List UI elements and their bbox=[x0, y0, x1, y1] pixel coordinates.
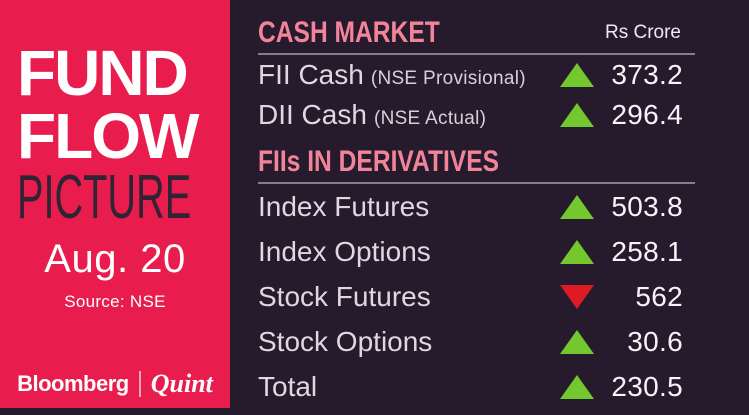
up-triangle-icon bbox=[560, 329, 594, 354]
quint-logo-text: Quint bbox=[150, 369, 213, 398]
row-value: 296.4 bbox=[611, 99, 683, 130]
row-value: 562 bbox=[635, 280, 683, 312]
section-header: CASH MARKET Rs Crore bbox=[258, 16, 695, 49]
table-row-fii-cash: FII Cash (NSE Provisional) 373.2 bbox=[258, 55, 695, 95]
up-triangle-icon bbox=[560, 194, 594, 219]
row-label-note: (NSE Provisional) bbox=[370, 68, 526, 89]
data-panel: CASH MARKET Rs Crore FII Cash (NSE Provis… bbox=[258, 0, 695, 409]
up-triangle-icon bbox=[560, 63, 594, 87]
up-triangle-icon bbox=[560, 374, 594, 399]
row-value: 503.8 bbox=[611, 190, 683, 222]
source-label: Source: NSE bbox=[64, 292, 166, 312]
indicator-box bbox=[555, 63, 599, 87]
indicator-box bbox=[555, 284, 599, 309]
row-label: Index Futures bbox=[258, 190, 430, 222]
row-label: Stock Options bbox=[258, 325, 433, 357]
row-label: FII Cash (NSE Provisional) bbox=[258, 59, 555, 91]
section-fiis-derivatives: FIIs IN DERIVATIVES Index Futures 503.8 … bbox=[258, 145, 695, 409]
table-row-stock-options: Stock Options 30.6 bbox=[258, 319, 695, 364]
section-header: FIIs IN DERIVATIVES bbox=[258, 145, 695, 178]
row-label-main: DII Cash bbox=[258, 99, 367, 130]
bloomberg-quint-logo: Bloomberg Quint bbox=[0, 369, 230, 399]
table-row-dii-cash: DII Cash (NSE Actual) 296.4 bbox=[258, 95, 695, 135]
section-title-derivatives: FIIs IN DERIVATIVES bbox=[258, 145, 500, 178]
bloomberg-logo-text: Bloomberg bbox=[17, 371, 129, 396]
row-label: Index Options bbox=[258, 235, 431, 267]
title-fund: FUND bbox=[17, 37, 189, 109]
row-value: 258.1 bbox=[611, 235, 683, 267]
row-value: 230.5 bbox=[611, 370, 683, 402]
up-triangle-icon bbox=[560, 239, 594, 264]
table-row-total: Total 230.5 bbox=[258, 364, 695, 409]
row-label: DII Cash (NSE Actual) bbox=[258, 99, 555, 131]
units-label: Rs Crore bbox=[604, 22, 681, 43]
down-triangle-icon bbox=[560, 284, 594, 309]
brand-title: FUND FLOW PICTURE bbox=[0, 0, 230, 229]
row-value: 30.6 bbox=[627, 325, 683, 357]
title-flow: FLOW bbox=[17, 99, 199, 172]
row-label: Stock Futures bbox=[258, 280, 431, 312]
table-row-stock-futures: Stock Futures 562 bbox=[258, 274, 695, 319]
title-picture: PICTURE bbox=[17, 163, 192, 233]
section-divider bbox=[258, 182, 695, 184]
section-divider bbox=[258, 53, 695, 55]
row-value: 373.2 bbox=[611, 59, 683, 90]
section-title-cash-market: CASH MARKET bbox=[258, 16, 440, 49]
up-triangle-icon bbox=[560, 103, 594, 127]
indicator-box bbox=[555, 374, 599, 399]
date-label: Aug. 20 bbox=[44, 237, 186, 282]
indicator-box bbox=[555, 329, 599, 354]
indicator-box bbox=[555, 194, 599, 219]
indicator-box bbox=[555, 239, 599, 264]
brand-panel: FUND FLOW PICTURE Aug. 20 Source: NSE Bl… bbox=[0, 0, 230, 408]
logo-divider bbox=[138, 371, 141, 397]
row-label-main: FII Cash bbox=[258, 59, 364, 90]
table-row-index-options: Index Options 258.1 bbox=[258, 229, 695, 274]
row-label-note: (NSE Actual) bbox=[373, 108, 487, 129]
row-label: Total bbox=[258, 370, 318, 402]
indicator-box bbox=[555, 103, 599, 127]
table-row-index-futures: Index Futures 503.8 bbox=[258, 184, 695, 229]
section-cash-market: CASH MARKET Rs Crore FII Cash (NSE Provis… bbox=[258, 16, 695, 135]
